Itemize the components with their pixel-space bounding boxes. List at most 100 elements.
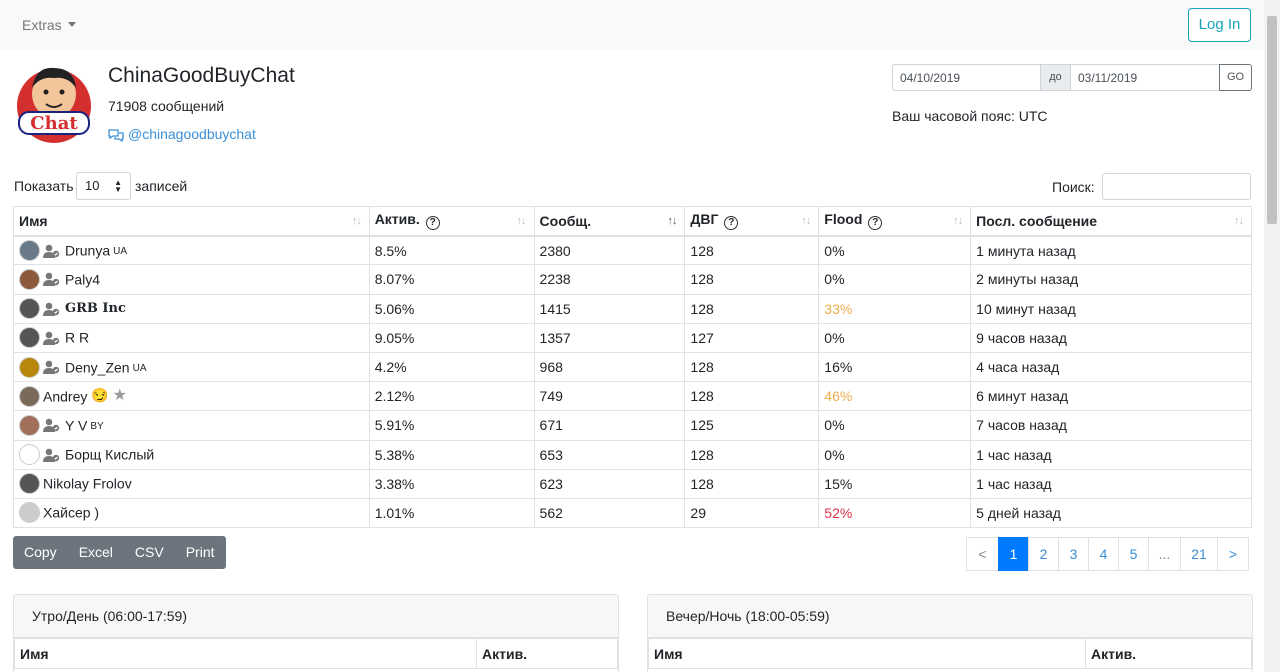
cell-flood: 46% bbox=[818, 381, 972, 412]
page-4[interactable]: 4 bbox=[1088, 537, 1119, 571]
cell-name[interactable]: Борщ Кислый bbox=[13, 439, 370, 470]
date-to-input[interactable] bbox=[1070, 64, 1219, 91]
search-label: Поиск: bbox=[1052, 179, 1095, 195]
user-name[interactable]: Nikolay Frolov bbox=[43, 475, 132, 492]
go-button[interactable]: GO bbox=[1219, 64, 1252, 91]
page-1[interactable]: 1 bbox=[998, 537, 1029, 571]
user-name[interactable]: Paly4 bbox=[65, 271, 101, 288]
page-size-select[interactable]: 10 ▲ ▼ bbox=[76, 172, 131, 200]
cell-name[interactable]: Хайсер ) bbox=[13, 497, 370, 529]
cell-last-message: 9 часов назад bbox=[970, 322, 1252, 353]
table-row[interactable]: Nikolay Frolov 3.38% 623 128 15% 1 час назад bbox=[13, 468, 1252, 499]
col-name-label: Имя bbox=[19, 212, 48, 229]
date-from-input[interactable] bbox=[892, 64, 1041, 91]
table-row[interactable]: Drunya UA 8.5% 2380 128 0% 1 минута назад bbox=[13, 235, 1252, 266]
cell-flood: 52% bbox=[818, 497, 972, 529]
cell-last-message: 4 часа назад bbox=[970, 351, 1252, 383]
copy-button[interactable]: Copy bbox=[24, 544, 57, 560]
table-row[interactable]: Deny_Zen UA 4.2% 968 128 16% 4 часа назад bbox=[13, 351, 1252, 383]
col-messages-header[interactable]: Сообщ. ↑↓ bbox=[533, 205, 686, 237]
country-flag: BY bbox=[90, 421, 104, 433]
page-scrollbar[interactable] bbox=[1264, 0, 1280, 672]
cell-activity: 3.38% bbox=[368, 468, 535, 499]
page-21[interactable]: 21 bbox=[1180, 537, 1218, 571]
user-icon bbox=[43, 448, 60, 462]
user-name[interactable]: Y V bbox=[65, 417, 88, 434]
col-flood-header[interactable]: Flood ? ↑↓ bbox=[818, 205, 972, 237]
avatar bbox=[19, 240, 40, 262]
table-row[interactable]: Paly4 8.07% 2238 128 0% 2 минуты назад bbox=[13, 264, 1252, 295]
col-dvg-header[interactable]: ДВГ ? ↑↓ bbox=[684, 205, 820, 237]
help-icon[interactable]: ? bbox=[868, 216, 883, 231]
csv-button[interactable]: CSV bbox=[134, 544, 164, 560]
col-last-header[interactable]: Посл. сообщение ↑↓ bbox=[970, 205, 1252, 237]
scrollbar-thumb[interactable] bbox=[1267, 16, 1277, 224]
cell-dvg: 128 bbox=[684, 439, 820, 470]
col-dvg-label: ДВГ bbox=[690, 211, 719, 228]
table-row[interactable]: Хайсер ) 1.01% 562 29 52% 5 дней назад bbox=[13, 497, 1252, 529]
user-name[interactable]: Борщ Кислый bbox=[65, 446, 155, 463]
page-5[interactable]: 5 bbox=[1118, 537, 1149, 571]
page-next[interactable]: > bbox=[1217, 537, 1249, 571]
cell-name[interactable]: Paly4 bbox=[13, 264, 370, 295]
login-button[interactable]: Log In bbox=[1188, 8, 1251, 42]
cell-messages: 671 bbox=[533, 410, 686, 441]
extras-menu[interactable]: Extras bbox=[22, 17, 76, 33]
cell-name[interactable]: Andrey 😏 ★ bbox=[13, 381, 370, 412]
chat-handle-link[interactable]: @chinagoodbuychat bbox=[108, 126, 256, 143]
cell-activity: 5.38% bbox=[368, 439, 535, 470]
chat-handle: @chinagoodbuychat bbox=[128, 126, 256, 142]
col-activity-header[interactable]: Актив. ? ↑↓ bbox=[368, 205, 535, 237]
page-3[interactable]: 3 bbox=[1058, 537, 1089, 571]
page-prev[interactable]: < bbox=[966, 537, 999, 571]
table-row[interactable]: R R 9.05% 1357 127 0% 9 часов назад bbox=[13, 322, 1252, 353]
help-icon[interactable]: ? bbox=[425, 216, 440, 231]
cell-name[interactable]: R R bbox=[13, 322, 370, 353]
cell-flood: 0% bbox=[818, 439, 972, 470]
cell-name[interactable]: Deny_Zen UA bbox=[13, 351, 370, 383]
top-navbar: Extras Log In bbox=[0, 0, 1264, 50]
extras-label: Extras bbox=[22, 17, 62, 33]
card-day: Утро/День (06:00-17:59) Имя Актив. bbox=[13, 594, 619, 672]
cell-name[interactable]: Drunya UA bbox=[13, 235, 370, 266]
user-name[interactable]: Andrey bbox=[43, 388, 88, 405]
cell-dvg: 125 bbox=[684, 410, 820, 441]
table-row[interactable]: Y V BY 5.91% 671 125 0% 7 часов назад bbox=[13, 410, 1252, 441]
user-icon bbox=[43, 273, 60, 287]
cell-dvg: 128 bbox=[684, 381, 820, 412]
card-night-col-name[interactable]: Имя bbox=[648, 638, 1086, 669]
timezone-label: Ваш часовой пояс: UTC bbox=[892, 108, 1048, 124]
cell-activity: 1.01% bbox=[368, 497, 535, 529]
card-night-col-activity[interactable]: Актив. bbox=[1085, 638, 1252, 669]
user-name[interactable]: Хайсер ) bbox=[43, 504, 100, 521]
user-name[interactable]: GRB Inc bbox=[65, 301, 126, 317]
print-button[interactable]: Print bbox=[185, 544, 215, 560]
cell-last-message: 1 час назад bbox=[970, 439, 1252, 470]
avatar bbox=[19, 327, 40, 349]
chat-bubbles-icon bbox=[108, 129, 124, 143]
help-icon[interactable]: ? bbox=[724, 216, 739, 231]
card-day-col-activity[interactable]: Актив. bbox=[476, 638, 618, 669]
table-row[interactable]: GRB Inc 5.06% 1415 128 33% 10 минут назад bbox=[13, 293, 1252, 324]
card-day-col-name[interactable]: Имя bbox=[14, 638, 477, 669]
cell-name[interactable]: GRB Inc bbox=[13, 293, 370, 324]
cell-last-message: 5 дней назад bbox=[970, 497, 1252, 529]
avatar bbox=[19, 386, 40, 408]
chat-title: ChinaGoodBuyChat bbox=[108, 64, 295, 87]
user-name[interactable]: Deny_Zen bbox=[65, 359, 130, 376]
cell-messages: 2238 bbox=[533, 264, 686, 295]
excel-button[interactable]: Excel bbox=[78, 544, 113, 560]
cell-name[interactable]: Y V BY bbox=[13, 410, 370, 441]
cell-name[interactable]: Nikolay Frolov bbox=[13, 468, 370, 499]
cell-activity: 8.5% bbox=[368, 235, 535, 266]
user-name[interactable]: R R bbox=[65, 329, 90, 346]
cell-activity: 9.05% bbox=[368, 322, 535, 353]
table-row[interactable]: Andrey 😏 ★ 2.12% 749 128 46% 6 минут назад bbox=[13, 381, 1252, 412]
table-row[interactable]: Борщ Кислый 5.38% 653 128 0% 1 час назад bbox=[13, 439, 1252, 470]
user-name[interactable]: Drunya bbox=[65, 242, 111, 259]
cell-messages: 2380 bbox=[533, 235, 686, 266]
search-input[interactable] bbox=[1102, 173, 1251, 200]
cell-activity: 5.06% bbox=[368, 293, 535, 324]
col-name-header[interactable]: Имя ↑↓ bbox=[13, 205, 370, 237]
page-2[interactable]: 2 bbox=[1028, 537, 1059, 571]
